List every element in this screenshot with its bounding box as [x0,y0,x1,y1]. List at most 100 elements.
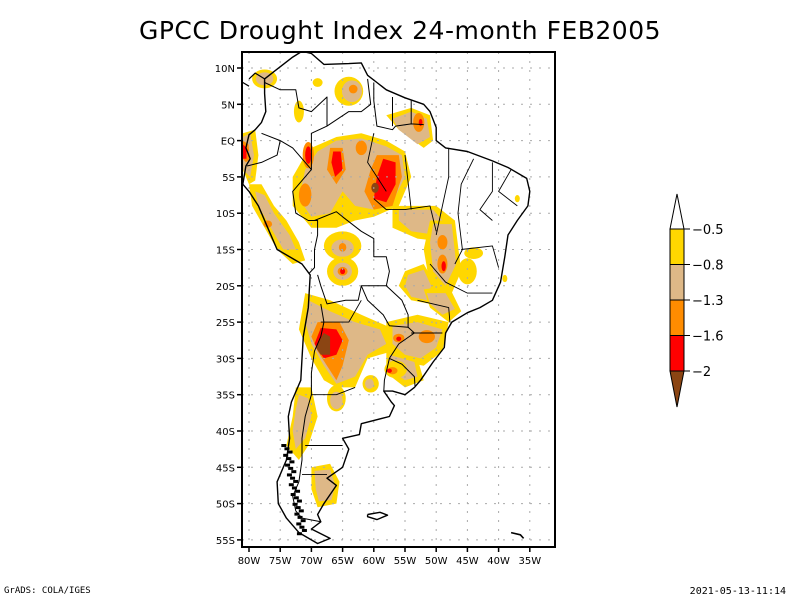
small-patch [514,195,520,203]
chile-archipelago-island [301,528,307,532]
amazon-red-e [373,158,396,203]
y-tick-label: 20S [216,282,235,293]
buenos-aires-tan [365,378,374,389]
chile-archipelago-island [295,506,301,510]
chile-archipelago-island [300,519,306,523]
footer-timestamp: 2021-05-13-11:14 [689,586,786,597]
y-tick-label: 25S [216,318,235,329]
border-colombia [261,82,328,171]
x-tick-label: 45W [456,556,479,567]
border-bolivia [314,211,390,305]
chile-archipelago-island [290,493,296,497]
border-venezuela [326,78,372,127]
y-tick-label: 45S [216,463,235,474]
colorbar-label: −0.5 [692,223,724,238]
chile-archipelago-island [289,460,295,464]
colorbar-bottom-triangle [669,370,685,408]
border-uruguay-argentina [383,358,390,392]
colorbar-label: −1.6 [692,330,724,345]
y-tick-label: 30S [216,354,235,365]
chile-archipelago-island [294,512,300,516]
guiana-orange [413,113,425,132]
chile-archipelago-island [291,470,297,474]
y-tick-label: 40S [216,427,235,438]
chile-archipelago-island [296,499,302,503]
x-tick-label: 50W [425,556,448,567]
amazon-brown [371,182,379,193]
colorbar-segment [669,228,685,265]
border-paraguay [360,285,409,328]
colorbar-segment [669,299,685,336]
border-brazil-state [498,169,518,207]
x-tick-label: 80W [238,556,261,567]
y-tick-label: 15S [216,246,235,257]
colorbar-segment [669,335,685,372]
amazon-red-nw [305,146,312,164]
coastline-south-georgia [510,531,525,539]
y-tick-label: 50S [216,500,235,511]
chile-archipelago-island [281,444,287,448]
goias-orange-n [437,234,448,250]
colorbar-legend: −0.5 −0.8 −1.3 −1.6 −2 [669,193,724,408]
bahia-yellow-n [464,247,484,259]
border-brazil-state [429,263,493,294]
chile-tan [292,394,312,450]
y-tick-label: 35S [216,391,235,402]
x-tick-label: 55W [394,556,417,567]
border-argentina-province [320,300,362,323]
x-tick-label: 65W [331,556,354,567]
chile-archipelago-island [284,447,290,451]
south-brazil-orange [418,330,435,344]
amazon-red-w [331,151,343,177]
border-ecuador-peru [246,140,281,167]
goias-red [441,261,446,272]
chile-archipelago-island [286,473,292,477]
small-patch [502,274,508,283]
amazon-orange-sw [298,183,312,207]
colombia-patch [293,100,304,123]
chile-archipelago-island [299,525,305,529]
border-brazil-state [404,155,412,210]
border-brazil-state [367,133,387,192]
border-brazil-state [479,162,493,221]
border-brazil-state [461,245,500,268]
chile-archipelago-island [285,463,291,467]
colorbar-label: −1.3 [692,294,724,309]
map-area [242,52,555,547]
sp-tan [426,293,455,315]
y-axis: 10N 5N EQ 5S 10S 15S 20S 25S 30S 35S 40S 45S 50S 55S [215,64,242,547]
chile-archipelago-island [293,479,299,483]
y-tick-label: 10S [216,209,235,220]
colorbar-label: −0.8 [692,259,724,274]
chile-archipelago-island [287,450,293,454]
chile-archipelago-island [288,483,294,487]
x-tick-label: 60W [362,556,385,567]
small-patch [312,78,323,87]
colorbar-label: −2 [692,365,711,380]
border-brazil-state [417,299,451,323]
la-pampa-tan [330,391,343,410]
y-tick-label: 55S [216,536,235,547]
amazon-orange-n [355,140,367,156]
coastline-falklands [366,511,389,521]
border-brazil-state [454,158,475,265]
bahia-yellow [458,258,477,285]
bolivia-red-s [340,268,346,275]
coastline-panama [248,72,265,80]
footer-credit: GrADS: COLA/IGES [4,586,91,596]
chile-archipelago-island [286,457,292,461]
uruguay-red [386,368,392,373]
chile-archipelago-island [291,486,297,490]
paraguay-red [396,336,402,341]
chile-archipelago-island [295,489,301,493]
chile-archipelago-island [283,453,289,457]
coastlines [242,52,531,545]
patagonia-tan [314,469,336,502]
chile-archipelago-island [296,522,302,526]
argentina-brown [315,333,331,355]
coastline-south-america [242,52,531,545]
plot-frame [241,51,556,548]
chart-title: GPCC Drought Index 24-month FEB2005 [138,16,662,45]
y-tick-label: 5N [221,100,235,111]
